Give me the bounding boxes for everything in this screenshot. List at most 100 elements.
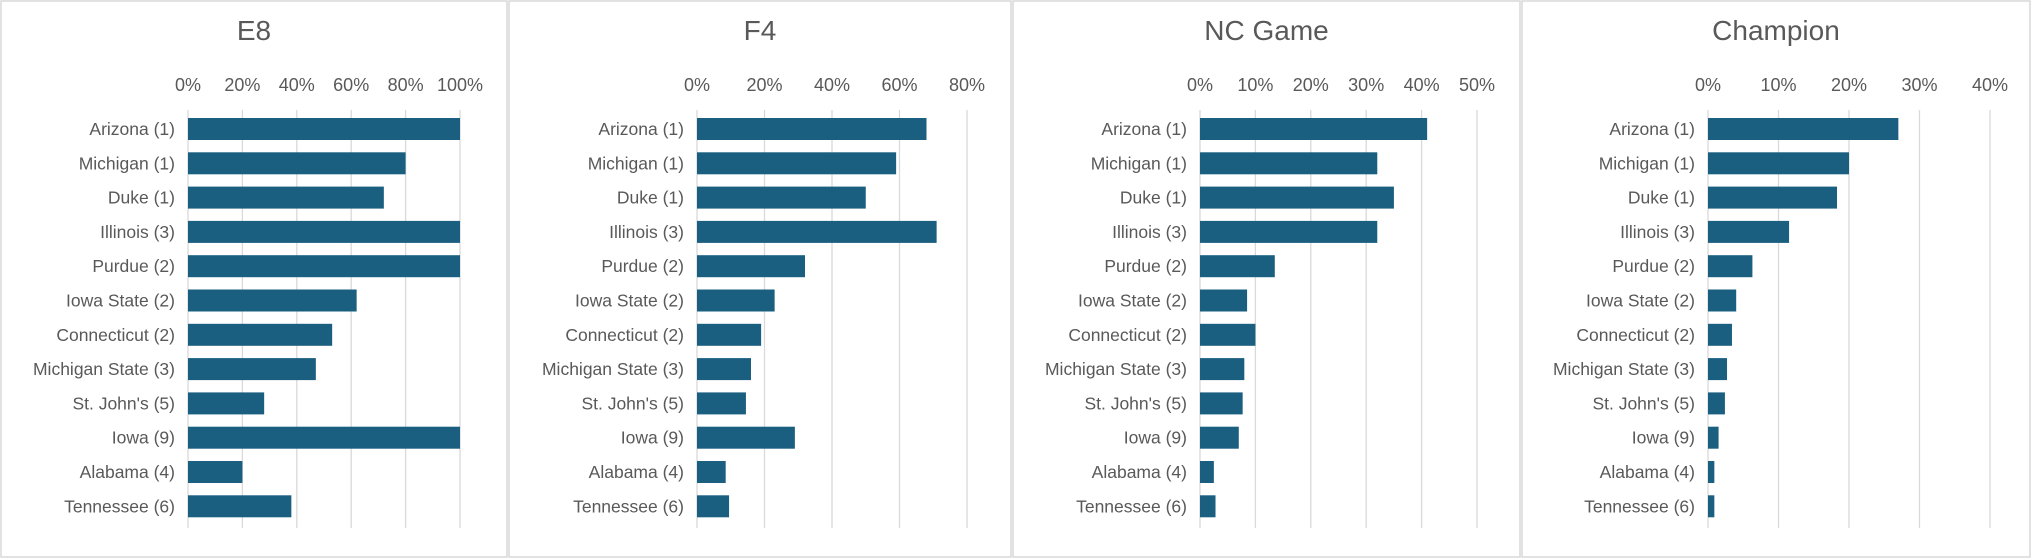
bar [1708,289,1737,312]
bar [1708,220,1790,243]
bar [188,323,333,346]
x-tick-label: 60% [333,75,369,95]
bar [188,186,384,209]
category-label: Alabama (4) [1092,462,1187,482]
bar [1708,152,1849,175]
x-tick-label: 20% [1831,75,1867,95]
x-tick-label: 20% [224,75,260,95]
bar [1200,152,1378,175]
x-tick-label: 40% [1404,75,1440,95]
category-label: Michigan (1) [79,153,175,173]
x-tick-label: 0% [1695,75,1721,95]
chart-panel-4: Champion 0% 10% 20% 30% 40% Arizona (1) Michiga… [1521,0,2031,558]
category-label: Michigan State (3) [1553,359,1695,379]
category-label: Michigan (1) [1599,153,1695,173]
category-label: Iowa (9) [621,428,684,448]
bar [1708,186,1838,209]
x-tick-label: 20% [1293,75,1329,95]
bar [1200,392,1243,415]
category-label: Arizona (1) [1101,119,1187,139]
bar [1200,495,1216,518]
bar [1708,255,1753,278]
bar [697,289,775,312]
bar [1200,358,1245,381]
bar [1200,323,1256,346]
bar [697,426,795,449]
chart-border [1012,0,1521,558]
category-label: St. John's (5) [72,393,175,413]
bar [1200,220,1378,243]
bar [1708,323,1732,346]
x-tick-label: 40% [814,75,850,95]
category-label: Iowa State (2) [66,291,175,311]
chart-title: NC Game [1204,15,1328,46]
category-label: Arizona (1) [89,119,175,139]
bar [1708,118,1899,140]
chart-title: F4 [744,15,777,46]
category-label: Tennessee (6) [1584,496,1695,516]
bar [188,358,316,381]
bar [697,495,730,518]
x-tick-label: 40% [279,75,315,95]
bar [1200,118,1428,140]
category-label: Alabama (4) [1600,462,1695,482]
bar [188,152,406,175]
category-label: Iowa State (2) [1078,291,1187,311]
bar [1200,186,1394,209]
bar [1200,426,1239,449]
category-label: Illinois (3) [609,222,684,242]
category-label: Tennessee (6) [573,496,684,516]
category-label: Connecticut (2) [565,325,684,345]
x-tick-label: 20% [746,75,782,95]
bar [697,152,897,175]
category-label: Tennessee (6) [1076,496,1187,516]
category-label: St. John's (5) [1084,393,1187,413]
bar [1708,426,1719,449]
x-tick-label: 0% [1187,75,1213,95]
category-label: Purdue (2) [1612,256,1695,276]
x-tick-label: 0% [684,75,710,95]
bar [697,220,937,243]
category-label: Michigan State (3) [33,359,175,379]
category-label: Connecticut (2) [1576,325,1695,345]
category-label: Duke (1) [1120,188,1187,208]
chart-panel-3: NC Game 0% 10% 20% 30% 40% 50% Arizona (1) Michi… [1012,0,1521,558]
chart-border [1521,0,2031,558]
x-tick-label: 80% [949,75,985,95]
bar [697,358,751,381]
bar [188,289,357,312]
chart-title: Champion [1712,15,1840,46]
category-label: Tennessee (6) [64,496,175,516]
bar [188,220,460,243]
x-tick-label: 30% [1348,75,1384,95]
chart-border [508,0,1012,558]
chart-border [0,0,508,558]
bar [188,461,243,483]
category-label: Arizona (1) [598,119,684,139]
x-tick-label: 30% [1901,75,1937,95]
category-label: Iowa State (2) [1586,291,1695,311]
bar [1200,461,1214,483]
category-label: Alabama (4) [589,462,684,482]
bar [1708,495,1715,518]
x-tick-label: 10% [1237,75,1273,95]
category-label: Iowa State (2) [575,291,684,311]
category-label: Illinois (3) [1620,222,1695,242]
x-tick-label: 80% [388,75,424,95]
bar [697,323,762,346]
bar [1708,358,1728,381]
category-label: Duke (1) [108,188,175,208]
x-tick-label: 40% [1972,75,2008,95]
category-label: Iowa (9) [112,428,175,448]
category-label: Michigan State (3) [1045,359,1187,379]
category-label: Michigan (1) [1091,153,1187,173]
category-label: St. John's (5) [581,393,684,413]
bar [1708,392,1725,415]
bar [188,426,460,449]
category-label: Illinois (3) [100,222,175,242]
category-label: Duke (1) [1628,188,1695,208]
category-label: Iowa (9) [1124,428,1187,448]
category-label: St. John's (5) [1592,393,1695,413]
category-label: Duke (1) [617,188,684,208]
